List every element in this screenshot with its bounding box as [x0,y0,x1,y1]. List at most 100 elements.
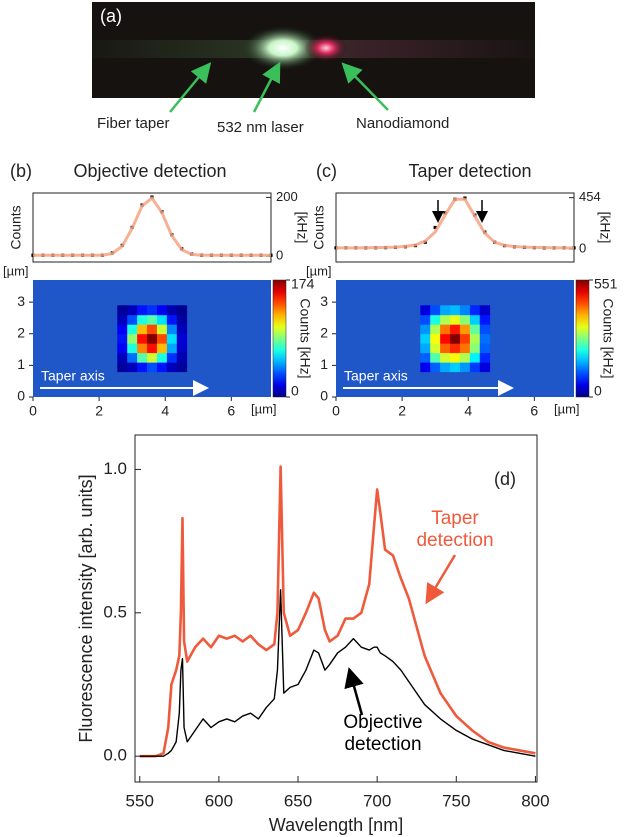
heatmap-cell [469,324,481,335]
colorbar-tick-label: 0 [594,383,602,399]
colorbar-title: Counts [kHz] [297,298,313,378]
heatmap-cell [176,343,188,354]
x-tick-label: 750 [442,791,470,810]
x-tick-label: 0 [29,403,37,419]
heatmap-cell [137,362,148,373]
heatmap-cell [176,352,188,363]
heatmap-cell [156,362,168,373]
heatmap-cell [440,324,451,335]
heatmap-cell [459,333,471,344]
heatmap-cell [430,324,441,335]
colorbar-tick-label: 551 [594,276,618,292]
series-line [139,465,536,758]
heatmap-cell [430,314,441,325]
annotation: Nanodiamond [356,115,449,132]
heatmap-cell [420,314,431,325]
panel-label: (c) [316,161,337,181]
colorbar-tick-label: 0 [291,383,299,399]
panel-label: (d) [494,469,516,489]
heatmap-cell [469,352,481,363]
heatmap-cell [430,362,441,373]
annotation: 532 nm laser [217,119,304,136]
heatmap-cell [156,352,168,363]
nanodiamond-spot [304,34,348,62]
y-axis-title: [µm] [3,263,29,278]
heatmap-cell [479,362,491,373]
heatmap-cell [117,324,128,335]
heatmap-cell [420,343,431,354]
heatmap-cell [469,343,481,354]
y-tick-label: 1 [320,356,328,372]
x-tick-label: 600 [205,791,233,810]
heatmap-cell [450,324,461,335]
heatmap-cell [166,305,178,316]
y-axis-title: Fluorescence intensity [arb. units] [76,474,96,742]
series-line [336,197,574,250]
heatmap-cell [450,314,461,325]
heatmap-cell [137,324,148,335]
heatmap-cell [459,324,471,335]
arrow [344,667,364,716]
y-tick-label: 2 [320,324,328,340]
y-tick-label: 200 [276,189,298,204]
heatmap-cell [127,305,138,316]
data-point [433,225,437,230]
heatmap-cell [479,314,491,325]
heatmap-cell [469,305,481,316]
heatmap-cell [430,343,441,354]
heatmap-cell [156,305,168,316]
heatmap-cell [117,314,128,325]
heatmap-cell [479,343,491,354]
series-label: Objective detection [343,712,423,755]
x-tick-label: 6 [227,403,235,419]
heatmap-cell [137,314,148,325]
heatmap-cell [156,324,168,335]
heatmap-cell [430,305,441,316]
y-tick-label: 0 [276,248,283,263]
heatmap-cell [166,362,178,373]
y-axis-title: Counts [311,205,327,249]
heatmap-cell [450,352,461,363]
y-axis-title: Counts [8,205,24,249]
heatmap-cell [469,333,481,344]
y-tick-label: 3 [17,293,25,309]
x-tick-label: 700 [363,791,391,810]
heatmap-cell [127,324,138,335]
panel-label: (a) [100,6,122,26]
x-tick-label: 800 [521,791,549,810]
x-axis-title: [µm] [554,401,580,416]
arrow [341,62,389,111]
heatmap-cell [440,333,451,344]
heatmap-cell [420,333,431,344]
y-tick-label: 1.0 [103,459,127,478]
heatmap-cell [137,343,148,354]
heatmap-cell [420,305,431,316]
plot-frame [134,434,538,783]
y-tick-label: 0 [17,388,25,404]
heatmap-cell [469,314,481,325]
heatmap-cell [479,333,491,344]
y-tick-label: 3 [320,293,328,309]
heatmap-cell [137,333,148,344]
y-axis-unit: [kHz] [294,212,310,244]
heatmap-cell [127,352,138,363]
laser-spot [243,26,323,70]
heatmap-cell [176,362,188,373]
series-line [139,589,536,757]
heatmap-cell [176,324,188,335]
panel-title: Taper detection [408,161,531,181]
heatmap-cell [117,305,128,316]
heatmap-cell [420,362,431,373]
annotation: Taper axis [41,368,105,384]
arrow [425,554,457,605]
heatmap-cell [156,333,168,344]
heatmap-cell [459,362,471,373]
heatmap-cell [137,352,148,363]
x-axis-title: Wavelength [nm] [269,815,403,835]
heatmap-cell [450,362,461,373]
heatmap-cell [166,343,178,354]
photo: (a) [92,2,535,98]
x-axis-title: [µm] [251,401,277,416]
heatmap-cell [137,305,148,316]
x-tick-label: 550 [126,791,154,810]
